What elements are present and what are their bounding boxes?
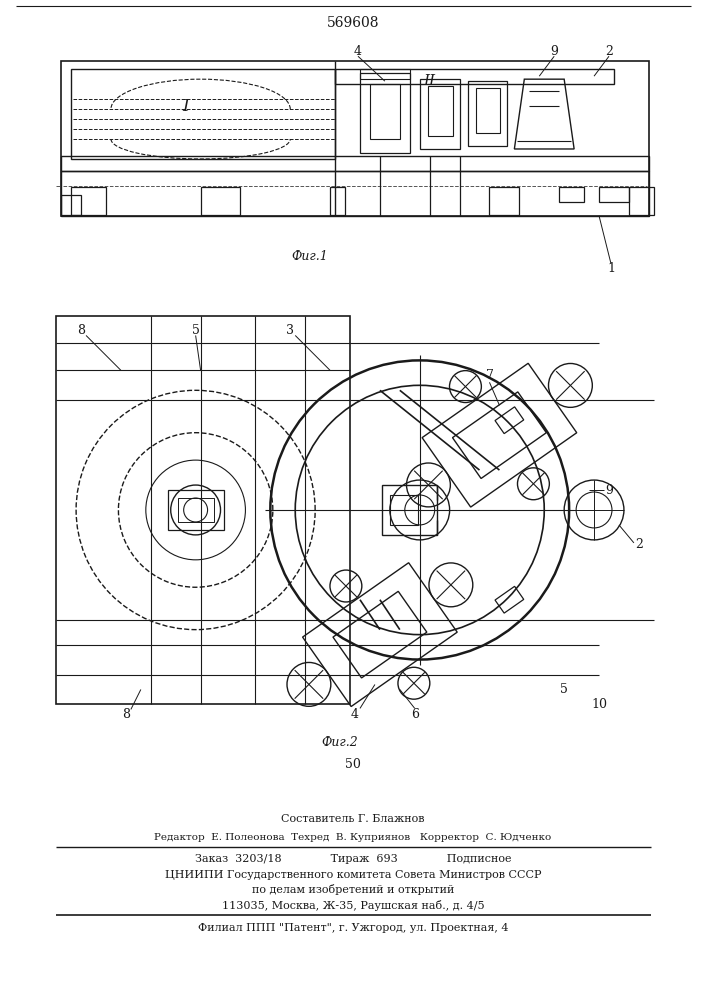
Text: 5: 5 — [560, 683, 568, 696]
Bar — [599, 187, 629, 202]
Text: 4: 4 — [351, 708, 359, 721]
Bar — [61, 156, 649, 171]
Text: 10: 10 — [591, 698, 607, 711]
Text: 9: 9 — [605, 484, 613, 497]
Bar — [177, 498, 214, 522]
Text: 569608: 569608 — [327, 16, 379, 30]
Text: по делам изобретений и открытий: по делам изобретений и открытий — [252, 884, 454, 895]
Bar — [61, 195, 81, 215]
Bar — [428, 86, 452, 136]
Bar — [71, 69, 335, 159]
Text: 9: 9 — [550, 45, 558, 58]
Bar — [71, 187, 106, 215]
Text: Редактор  Е. Полеонова  Техред  В. Куприянов   Корректор  С. Юдченко: Редактор Е. Полеонова Техред В. Куприяно… — [154, 833, 551, 842]
Bar — [168, 490, 223, 530]
Text: Фиг.2: Фиг.2 — [322, 736, 358, 749]
Bar — [360, 69, 410, 79]
Bar — [370, 84, 400, 139]
Bar — [61, 61, 649, 216]
Text: ЦНИИПИ Государственного комитета Совета Министров СССР: ЦНИИПИ Государственного комитета Совета … — [165, 870, 542, 880]
Text: 4: 4 — [354, 45, 362, 58]
Text: 2: 2 — [635, 538, 643, 551]
Bar — [360, 73, 410, 153]
Text: 3: 3 — [286, 324, 294, 337]
Bar — [61, 171, 649, 216]
Text: 1: 1 — [607, 262, 615, 275]
Bar — [390, 495, 418, 525]
Bar — [56, 316, 350, 704]
Bar — [382, 485, 437, 535]
Text: 50: 50 — [345, 758, 361, 771]
Bar — [629, 187, 654, 215]
Bar — [330, 187, 345, 215]
Text: II: II — [423, 74, 436, 88]
Bar — [420, 79, 460, 149]
Bar — [467, 81, 508, 146]
Text: Фиг.1: Фиг.1 — [292, 250, 329, 263]
Text: Филиал ППП "Патент", г. Ужгород, ул. Проектная, 4: Филиал ППП "Патент", г. Ужгород, ул. Про… — [198, 923, 508, 933]
Text: 5: 5 — [192, 324, 199, 337]
Text: 113035, Москва, Ж-35, Раушская наб., д. 4/5: 113035, Москва, Ж-35, Раушская наб., д. … — [222, 900, 484, 911]
Text: 2: 2 — [605, 45, 613, 58]
Text: I: I — [182, 98, 189, 115]
Bar — [476, 88, 501, 133]
Bar — [335, 69, 614, 84]
Text: 8: 8 — [122, 708, 130, 721]
Bar — [489, 187, 520, 215]
Bar — [559, 187, 584, 202]
Text: 8: 8 — [77, 324, 85, 337]
Text: 6: 6 — [411, 708, 419, 721]
Text: Составитель Г. Блажнов: Составитель Г. Блажнов — [281, 814, 425, 824]
Text: Заказ  3203/18              Тираж  693              Подписное: Заказ 3203/18 Тираж 693 Подписное — [194, 854, 511, 864]
Bar — [201, 187, 240, 215]
Text: 7: 7 — [486, 369, 493, 382]
